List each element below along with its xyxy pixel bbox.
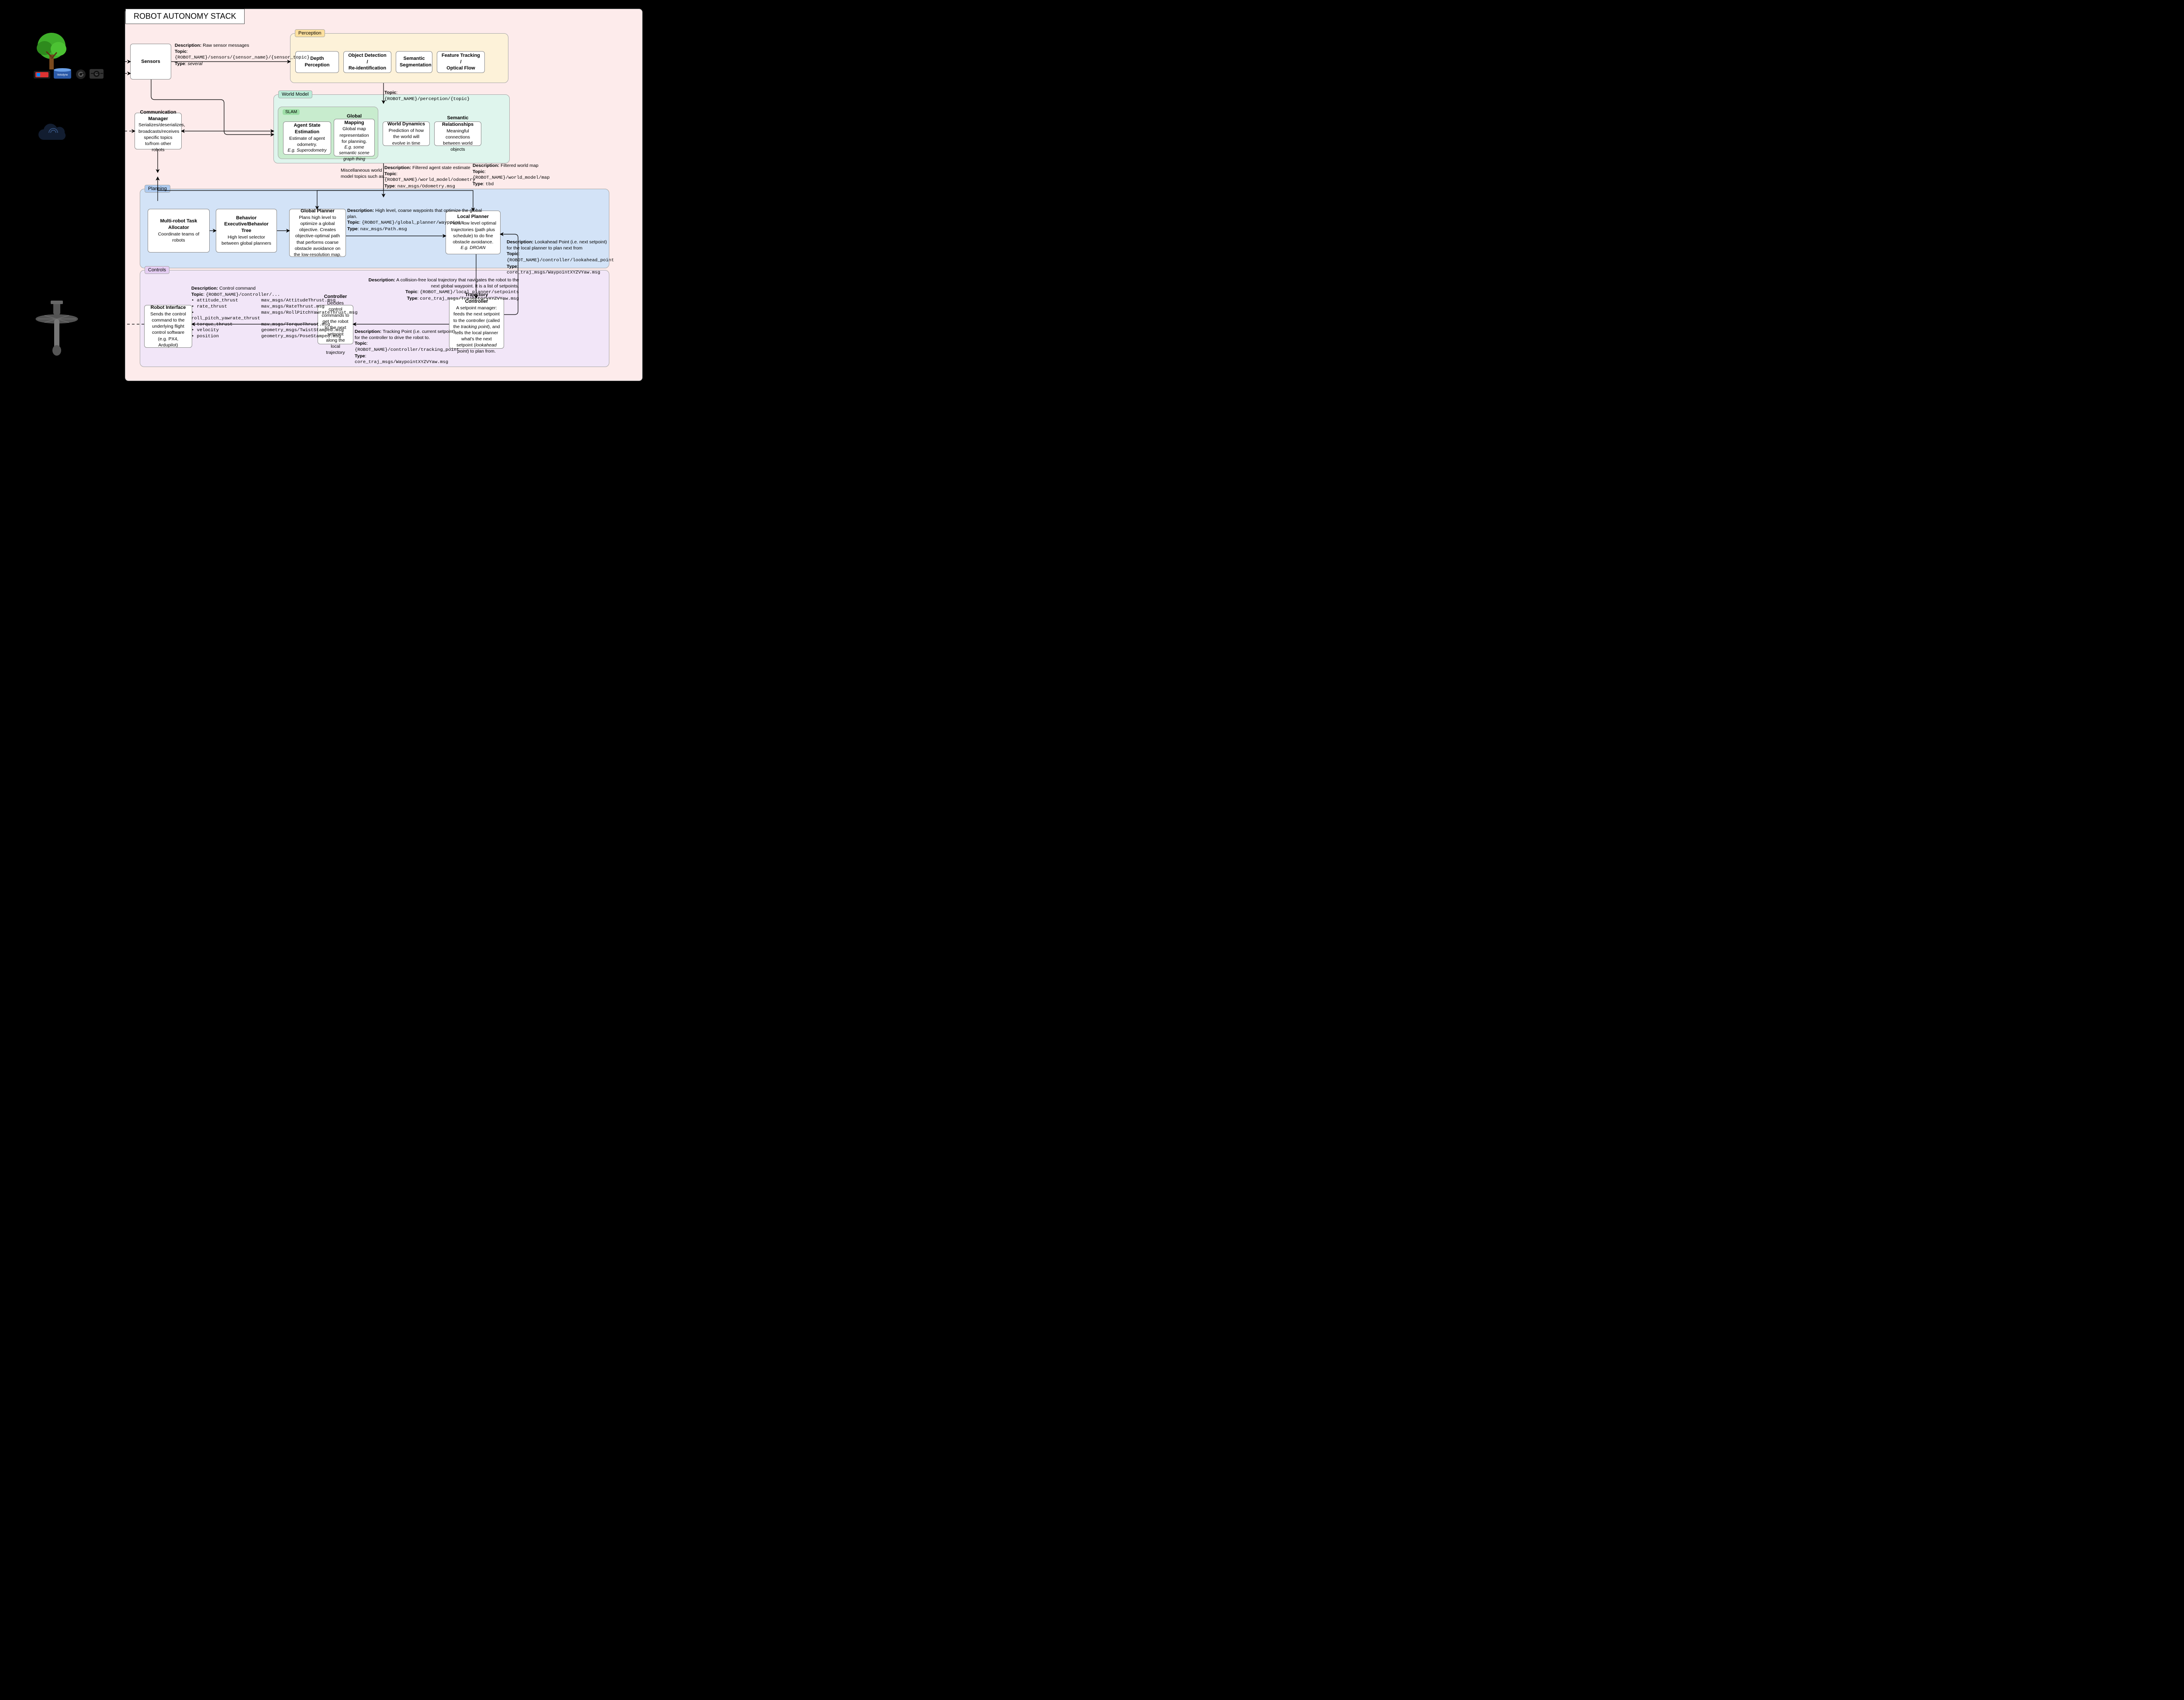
node-desc: High level selector between global plann… [220,234,273,246]
sensor-devices-illustration: Velodyne [33,67,116,80]
node-title: Multi-robot Task Allocator [152,218,206,231]
node-desc: Estimate of agent odometry. [287,135,327,148]
node-title: Feature Tracking / [441,52,481,66]
node-title: Global Planner [293,208,342,215]
node-title: Agent State Estimation [287,122,327,135]
node-example: E.g. Superodometry [287,148,327,154]
node-title: Re-identification [347,65,387,72]
node-desc: Coordinate teams of robots [152,231,206,243]
group-label-worldmodel: World Model [278,90,312,98]
annot-global-waypoints: Description: High level, coarse waypoint… [347,208,491,233]
node-title: Semantic [400,55,429,62]
node-sensors: Sensors [130,44,171,80]
node-desc: Global map representation for planning. [338,126,371,145]
group-label-slam: SLAM [283,109,300,115]
group-label-controls: Controls [145,266,169,274]
svg-text:Velodyne: Velodyne [57,74,68,76]
node-world-dynamics: World Dynamics Prediction of how the wor… [383,121,430,146]
node-semantic-segmentation: Semantic Segmentation [396,51,432,73]
node-task-allocator: Multi-robot Task Allocator Coordinate te… [148,209,210,253]
node-object-detection: Object Detection / Re-identification [343,51,391,73]
annot-world-map: Description: Filtered world mapTopic: {R… [473,163,560,188]
quadrotor-illustration [34,297,80,358]
tree-illustration [34,31,69,73]
annot-lookahead: Description: Lookahead Point (i.e. next … [507,239,612,276]
node-title: Semantic Relationships [438,115,477,128]
node-title: Communication Manager [138,109,178,122]
annot-local-trajectory: Description: A collision-free local traj… [366,277,519,302]
node-example: E.g. DROAN [449,245,497,251]
cloud-radio-icon [36,122,71,147]
node-global-mapping: Global Mapping Global map representation… [334,119,375,156]
node-behavior-executive: Behavior Executive/Behavior Tree High le… [216,209,277,253]
annot-odometry: Description: Filtered agent state estima… [384,165,472,190]
group-label-planning: Planning [145,185,170,193]
node-desc: Sends the control command to the underly… [148,311,188,348]
node-depth-perception: Depth Perception [295,51,339,73]
node-desc: A setpoint manager: feeds the next setpo… [453,305,500,354]
node-desc: Meaningful connections between world obj… [438,128,477,153]
node-example: E.g. some semantic scene graph thing [338,145,371,163]
annot-perception-out: Topic:{ROBOT_NAME}/perception/{topic} [384,90,507,102]
annot-misc-world: Miscellaneous world model topics such as… [341,168,389,180]
node-title: Optical Flow [441,65,481,72]
annot-sensors-out: Description: Raw sensor messagesTopic:{R… [175,43,288,67]
node-desc: Prediction of how the world will evolve … [387,128,426,146]
node-desc: Plans high level to optimize a global ob… [293,215,342,258]
node-robot-interface: Robot Interface Sends the control comman… [144,305,192,348]
annot-tracking-point: Description: Tracking Point (i.e. curren… [355,329,460,366]
node-desc: Serializes/deserializes, broadcasts/rece… [138,122,178,153]
node-title: World Dynamics [387,121,426,128]
node-title: Robot Interface [148,305,188,311]
node-title: Sensors [134,59,167,65]
canvas: Velodyne ROBOT AUTONOMY STACK Perception… [0,0,646,384]
node-agent-state-estimation: Agent State Estimation Estimate of agent… [283,121,331,155]
page-title: ROBOT AUTONOMY STACK [125,9,245,24]
node-feature-tracking: Feature Tracking / Optical Flow [437,51,485,73]
annot-control-command: Description: Control commandTopic: {ROBO… [191,286,366,340]
node-semantic-relationships: Semantic Relationships Meaningful connec… [434,121,481,146]
node-global-planner: Global Planner Plans high level to optim… [289,209,346,257]
node-title: Behavior Executive/Behavior Tree [220,215,273,235]
node-communication-manager: Communication Manager Serializes/deseria… [135,113,182,149]
node-title: Global Mapping [338,113,371,126]
node-title: Segmentation [400,62,429,69]
node-title: Object Detection / [347,52,387,66]
group-label-perception: Perception [295,29,325,37]
